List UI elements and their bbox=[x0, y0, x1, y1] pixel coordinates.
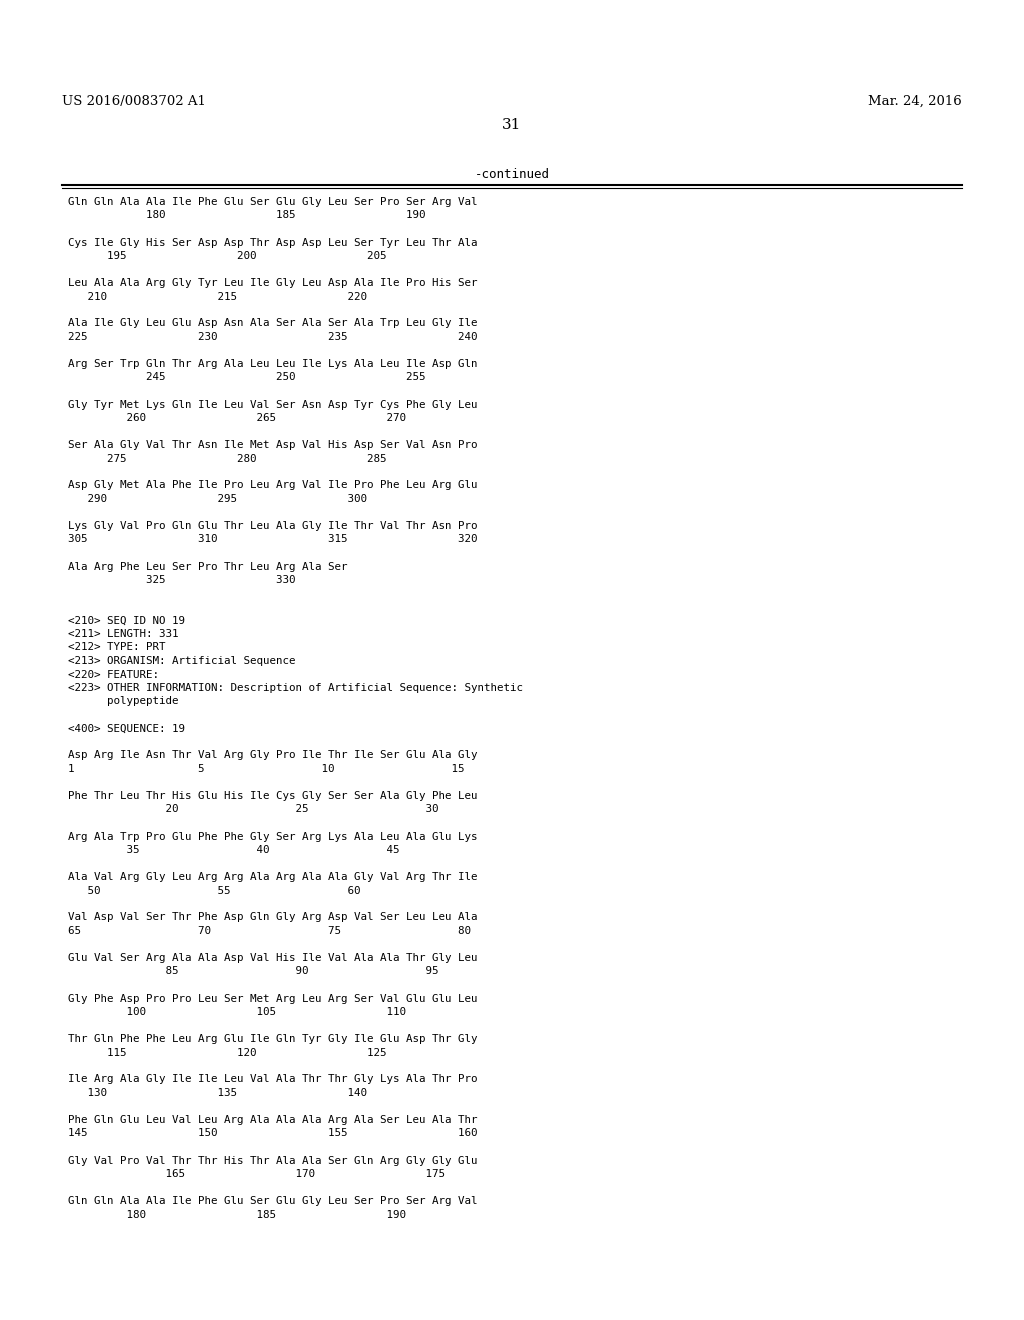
Text: Ile Arg Ala Gly Ile Ile Leu Val Ala Thr Thr Gly Lys Ala Thr Pro: Ile Arg Ala Gly Ile Ile Leu Val Ala Thr … bbox=[68, 1074, 477, 1085]
Text: Mar. 24, 2016: Mar. 24, 2016 bbox=[868, 95, 962, 108]
Text: 115                 120                 125: 115 120 125 bbox=[68, 1048, 386, 1057]
Text: Lys Gly Val Pro Gln Glu Thr Leu Ala Gly Ile Thr Val Thr Asn Pro: Lys Gly Val Pro Gln Glu Thr Leu Ala Gly … bbox=[68, 521, 477, 531]
Text: Gln Gln Ala Ala Ile Phe Glu Ser Glu Gly Leu Ser Pro Ser Arg Val: Gln Gln Ala Ala Ile Phe Glu Ser Glu Gly … bbox=[68, 1196, 477, 1206]
Text: Gly Tyr Met Lys Gln Ile Leu Val Ser Asn Asp Tyr Cys Phe Gly Leu: Gly Tyr Met Lys Gln Ile Leu Val Ser Asn … bbox=[68, 400, 477, 409]
Text: US 2016/0083702 A1: US 2016/0083702 A1 bbox=[62, 95, 206, 108]
Text: 130                 135                 140: 130 135 140 bbox=[68, 1088, 367, 1098]
Text: <223> OTHER INFORMATION: Description of Artificial Sequence: Synthetic: <223> OTHER INFORMATION: Description of … bbox=[68, 682, 523, 693]
Text: 145                 150                 155                 160: 145 150 155 160 bbox=[68, 1129, 477, 1138]
Text: <213> ORGANISM: Artificial Sequence: <213> ORGANISM: Artificial Sequence bbox=[68, 656, 296, 667]
Text: 305                 310                 315                 320: 305 310 315 320 bbox=[68, 535, 477, 544]
Text: Arg Ala Trp Pro Glu Phe Phe Gly Ser Arg Lys Ala Leu Ala Glu Lys: Arg Ala Trp Pro Glu Phe Phe Gly Ser Arg … bbox=[68, 832, 477, 842]
Text: polypeptide: polypeptide bbox=[68, 697, 178, 706]
Text: Gln Gln Ala Ala Ile Phe Glu Ser Glu Gly Leu Ser Pro Ser Arg Val: Gln Gln Ala Ala Ile Phe Glu Ser Glu Gly … bbox=[68, 197, 477, 207]
Text: Ala Ile Gly Leu Glu Asp Asn Ala Ser Ala Ser Ala Trp Leu Gly Ile: Ala Ile Gly Leu Glu Asp Asn Ala Ser Ala … bbox=[68, 318, 477, 329]
Text: 325                 330: 325 330 bbox=[68, 576, 296, 585]
Text: Leu Ala Ala Arg Gly Tyr Leu Ile Gly Leu Asp Ala Ile Pro His Ser: Leu Ala Ala Arg Gly Tyr Leu Ile Gly Leu … bbox=[68, 279, 477, 288]
Text: Phe Thr Leu Thr His Glu His Ile Cys Gly Ser Ser Ala Gly Phe Leu: Phe Thr Leu Thr His Glu His Ile Cys Gly … bbox=[68, 791, 477, 801]
Text: Val Asp Val Ser Thr Phe Asp Gln Gly Arg Asp Val Ser Leu Leu Ala: Val Asp Val Ser Thr Phe Asp Gln Gly Arg … bbox=[68, 912, 477, 923]
Text: 1                   5                  10                  15: 1 5 10 15 bbox=[68, 764, 465, 774]
Text: Ala Arg Phe Leu Ser Pro Thr Leu Arg Ala Ser: Ala Arg Phe Leu Ser Pro Thr Leu Arg Ala … bbox=[68, 561, 347, 572]
Text: Asp Gly Met Ala Phe Ile Pro Leu Arg Val Ile Pro Phe Leu Arg Glu: Asp Gly Met Ala Phe Ile Pro Leu Arg Val … bbox=[68, 480, 477, 491]
Text: <212> TYPE: PRT: <212> TYPE: PRT bbox=[68, 643, 166, 652]
Text: 260                 265                 270: 260 265 270 bbox=[68, 413, 406, 422]
Text: 50                  55                  60: 50 55 60 bbox=[68, 886, 360, 895]
Text: <210> SEQ ID NO 19: <210> SEQ ID NO 19 bbox=[68, 615, 185, 626]
Text: 180                 185                 190: 180 185 190 bbox=[68, 1209, 406, 1220]
Text: 195                 200                 205: 195 200 205 bbox=[68, 251, 386, 261]
Text: 31: 31 bbox=[503, 117, 521, 132]
Text: <400> SEQUENCE: 19: <400> SEQUENCE: 19 bbox=[68, 723, 185, 734]
Text: Cys Ile Gly His Ser Asp Asp Thr Asp Asp Leu Ser Tyr Leu Thr Ala: Cys Ile Gly His Ser Asp Asp Thr Asp Asp … bbox=[68, 238, 477, 248]
Text: 100                 105                 110: 100 105 110 bbox=[68, 1007, 406, 1016]
Text: 275                 280                 285: 275 280 285 bbox=[68, 454, 386, 463]
Text: 85                  90                  95: 85 90 95 bbox=[68, 966, 438, 977]
Text: 180                 185                 190: 180 185 190 bbox=[68, 210, 426, 220]
Text: 20                  25                  30: 20 25 30 bbox=[68, 804, 438, 814]
Text: -continued: -continued bbox=[474, 168, 550, 181]
Text: 210                 215                 220: 210 215 220 bbox=[68, 292, 367, 301]
Text: Arg Ser Trp Gln Thr Arg Ala Leu Leu Ile Lys Ala Leu Ile Asp Gln: Arg Ser Trp Gln Thr Arg Ala Leu Leu Ile … bbox=[68, 359, 477, 370]
Text: Asp Arg Ile Asn Thr Val Arg Gly Pro Ile Thr Ile Ser Glu Ala Gly: Asp Arg Ile Asn Thr Val Arg Gly Pro Ile … bbox=[68, 751, 477, 760]
Text: Ser Ala Gly Val Thr Asn Ile Met Asp Val His Asp Ser Val Asn Pro: Ser Ala Gly Val Thr Asn Ile Met Asp Val … bbox=[68, 440, 477, 450]
Text: Gly Phe Asp Pro Pro Leu Ser Met Arg Leu Arg Ser Val Glu Glu Leu: Gly Phe Asp Pro Pro Leu Ser Met Arg Leu … bbox=[68, 994, 477, 1003]
Text: Ala Val Arg Gly Leu Arg Arg Ala Arg Ala Ala Gly Val Arg Thr Ile: Ala Val Arg Gly Leu Arg Arg Ala Arg Ala … bbox=[68, 873, 477, 882]
Text: 165                 170                 175: 165 170 175 bbox=[68, 1170, 445, 1179]
Text: 245                 250                 255: 245 250 255 bbox=[68, 372, 426, 383]
Text: 65                  70                  75                  80: 65 70 75 80 bbox=[68, 927, 471, 936]
Text: Gly Val Pro Val Thr Thr His Thr Ala Ala Ser Gln Arg Gly Gly Glu: Gly Val Pro Val Thr Thr His Thr Ala Ala … bbox=[68, 1155, 477, 1166]
Text: 225                 230                 235                 240: 225 230 235 240 bbox=[68, 333, 477, 342]
Text: <220> FEATURE:: <220> FEATURE: bbox=[68, 669, 159, 680]
Text: Phe Gln Glu Leu Val Leu Arg Ala Ala Ala Arg Ala Ser Leu Ala Thr: Phe Gln Glu Leu Val Leu Arg Ala Ala Ala … bbox=[68, 1115, 477, 1125]
Text: 35                  40                  45: 35 40 45 bbox=[68, 845, 399, 855]
Text: Glu Val Ser Arg Ala Ala Asp Val His Ile Val Ala Ala Thr Gly Leu: Glu Val Ser Arg Ala Ala Asp Val His Ile … bbox=[68, 953, 477, 964]
Text: 290                 295                 300: 290 295 300 bbox=[68, 494, 367, 504]
Text: Thr Gln Phe Phe Leu Arg Glu Ile Gln Tyr Gly Ile Glu Asp Thr Gly: Thr Gln Phe Phe Leu Arg Glu Ile Gln Tyr … bbox=[68, 1034, 477, 1044]
Text: <211> LENGTH: 331: <211> LENGTH: 331 bbox=[68, 630, 178, 639]
